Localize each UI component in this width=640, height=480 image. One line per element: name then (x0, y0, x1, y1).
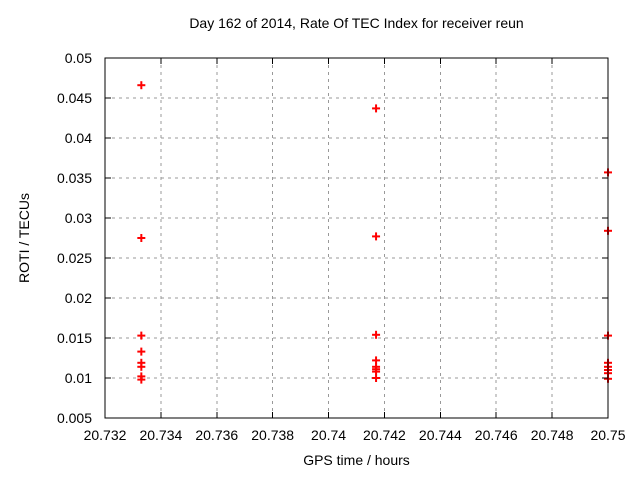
data-point (372, 374, 381, 382)
x-tick-label: 20.742 (363, 427, 406, 443)
x-tick-label: 20.746 (475, 427, 518, 443)
y-tick-label: 0.03 (65, 210, 92, 226)
x-tick-label: 20.744 (419, 427, 462, 443)
data-point (137, 375, 146, 384)
y-tick-label: 0.04 (65, 130, 92, 146)
x-tick-label: 20.736 (195, 427, 238, 443)
x-tick-label: 20.74 (311, 427, 346, 443)
y-tick-label: 0.05 (65, 50, 92, 66)
y-tick-label: 0.015 (57, 330, 92, 346)
data-point (372, 232, 381, 241)
data-point (137, 331, 146, 340)
plot-border (104, 57, 609, 419)
x-tick-label: 20.732 (84, 427, 127, 443)
y-tick-label: 0.045 (57, 90, 92, 106)
y-tick-label: 0.025 (57, 250, 92, 266)
y-tick-label: 0.02 (65, 290, 92, 306)
y-tick-label: 0.035 (57, 170, 92, 186)
x-tick-label: 20.75 (590, 427, 625, 443)
chart-title: Day 162 of 2014, Rate Of TEC Index for r… (189, 15, 524, 31)
y-tick-label: 0.005 (57, 410, 92, 426)
data-point (137, 347, 146, 356)
data-point (137, 362, 146, 371)
data-point (137, 234, 146, 242)
x-tick-label: 20.738 (251, 427, 294, 443)
x-tick-label: 20.734 (139, 427, 182, 443)
x-axis-label: GPS time / hours (303, 452, 410, 468)
data-point (137, 81, 146, 90)
y-tick-label: 0.01 (65, 370, 92, 386)
x-tick-label: 20.748 (531, 427, 574, 443)
data-point (372, 330, 381, 339)
data-point (372, 104, 381, 113)
